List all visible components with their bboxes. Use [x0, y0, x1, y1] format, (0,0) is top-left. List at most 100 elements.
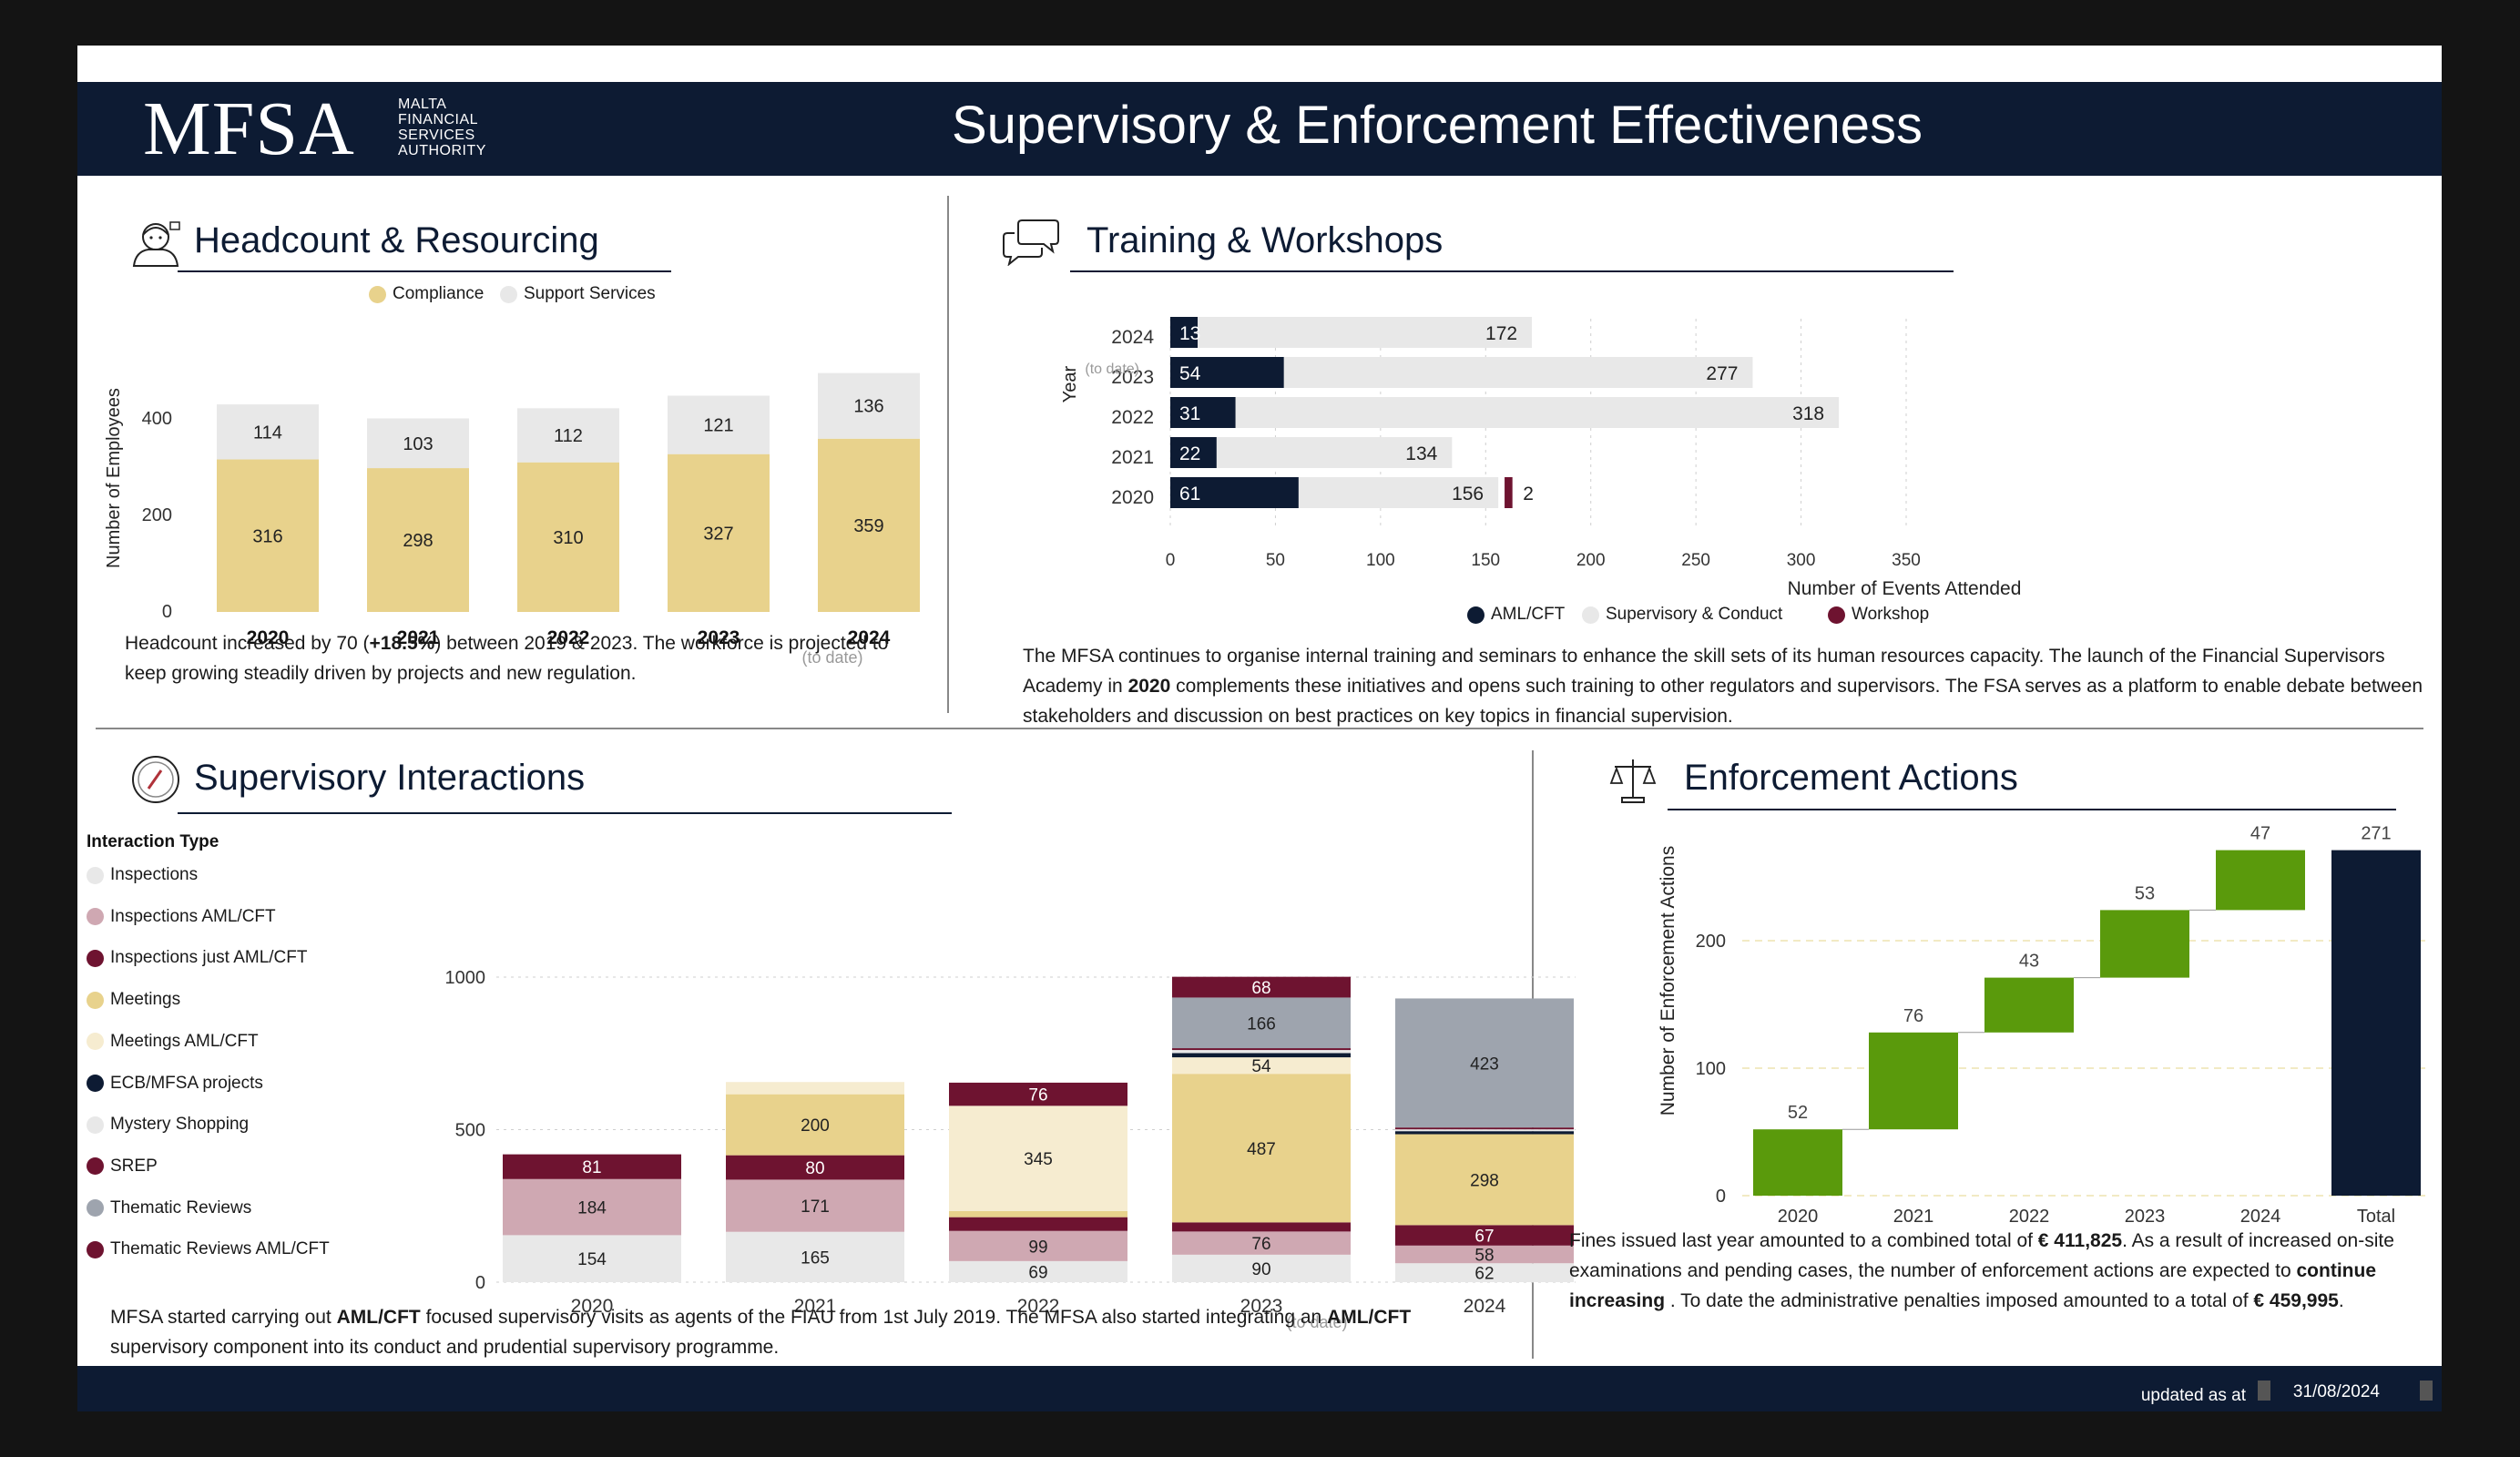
- training-bar-aml-2023: [1170, 357, 1284, 388]
- enforcement-bar-2023: [2100, 910, 2189, 978]
- training-description: The MFSA continues to organise internal …: [1023, 646, 2423, 727]
- headcount-ytick-0: 0: [162, 602, 172, 622]
- training-label-aml-2020: 61: [1179, 484, 1200, 504]
- training-xtick-100: 100: [1366, 551, 1395, 570]
- interactions-bar-2022-3: [949, 1210, 1127, 1218]
- legend-compliance: Compliance: [369, 284, 484, 304]
- interaction-legend-swatch: [87, 866, 104, 884]
- headcount-xtick-2020: 2020: [247, 627, 290, 648]
- interactions-ytick-1000: 1000: [445, 968, 486, 988]
- interactions-xtick-2020: 2020: [571, 1296, 614, 1317]
- interactions-bar-2024-6: [1395, 1129, 1574, 1132]
- enforcement-bar-2020: [1753, 1129, 1842, 1196]
- headcount-bar-2024-1: [818, 372, 920, 439]
- interactions-bar-2020-2: [503, 1154, 681, 1179]
- interactions-bar-2023-5: [1172, 1053, 1351, 1058]
- training-title: Training & Workshops: [1087, 220, 1444, 260]
- enforcement-bar-2024: [2216, 850, 2305, 911]
- interactions-bar-2023-3: [1172, 1074, 1351, 1223]
- interaction-legend-item: Meetings AML/CFT: [87, 1032, 259, 1052]
- interaction-legend-swatch: [87, 908, 104, 926]
- enforcement-ytick-100: 100: [1696, 1059, 1726, 1079]
- training-label-aml-2023: 54: [1179, 363, 1201, 384]
- interaction-legend-swatch: [87, 1116, 104, 1134]
- interaction-legend-item: Inspections: [87, 865, 198, 885]
- interactions-bar-2024-3: [1395, 1134, 1574, 1226]
- interactions-bar-2024-1: [1395, 1245, 1574, 1264]
- interactions-bar-2024-5: [1395, 1131, 1574, 1135]
- interactions-bar-2023-9: [1172, 976, 1351, 998]
- training-bar-sup-2021: [1170, 437, 1453, 468]
- headcount-label-2024-1: 136: [853, 397, 883, 417]
- enforcement-ytick-0: 0: [1716, 1187, 1726, 1207]
- interactions-bar-2024-2: [1395, 1225, 1574, 1246]
- headcount-xtick-2021: 2021: [397, 627, 440, 648]
- legend-support-services: Support Services: [500, 284, 656, 304]
- training-label-sup-2022: 318: [1792, 403, 1824, 424]
- interactions-bar-2021-3: [726, 1094, 904, 1156]
- enforcement-label-2024: 47: [2250, 824, 2270, 844]
- interactions-label-2022-7: 76: [1028, 1086, 1047, 1105]
- legend-workshop: Workshop: [1828, 605, 1929, 625]
- training-label-aml-2022: 31: [1179, 403, 1200, 424]
- training-xtick-350: 350: [1892, 551, 1921, 570]
- interactions-ytick-500: 500: [455, 1121, 485, 1141]
- interactions-label-2022-4: 345: [1024, 1150, 1053, 1169]
- interactions-bar-2022-4: [949, 1105, 1127, 1211]
- training-label-aml-2021: 22: [1179, 443, 1200, 464]
- interactions-label-2021-0: 165: [801, 1248, 830, 1268]
- footer-marker: [2258, 1381, 2270, 1401]
- headcount-chart: Number of Employees 0 200 400 316 114 2020…: [104, 372, 920, 667]
- interaction-legend-swatch: [87, 1240, 104, 1258]
- headcount-bar-2021-0: [367, 468, 469, 612]
- headcount-label-2023-1: 121: [703, 416, 733, 436]
- interactions-bar-2021-0: [726, 1231, 904, 1282]
- footer-bar: updated as at 31/08/2024: [77, 1366, 2442, 1411]
- training-bar-sup-2024: [1170, 317, 1533, 348]
- headcount-label-2022-0: 310: [553, 528, 583, 548]
- interactions-bar-2021-4: [726, 1082, 904, 1095]
- interactions-bar-2020-1: [503, 1178, 681, 1236]
- footer-scroll-handle[interactable]: [2420, 1381, 2433, 1401]
- interactions-bar-2024-0: [1395, 1263, 1574, 1282]
- training-to-date-note: (to date): [1085, 362, 1139, 377]
- training-xtick-0: 0: [1166, 551, 1176, 570]
- interactions-bar-2023-6: [1172, 1050, 1351, 1054]
- interactions-chart: 0 500 1000 154 184 81 2020 165 171 80 200 2021 69 99…: [445, 968, 1576, 1331]
- enforcement-label-2020: 52: [1788, 1103, 1808, 1123]
- training-xtick-300: 300: [1787, 551, 1816, 570]
- interactions-ytick-0: 0: [475, 1273, 485, 1293]
- interaction-legend-item: Thematic Reviews AML/CFT: [87, 1239, 330, 1259]
- headcount-bar-2020-1: [217, 404, 319, 460]
- interactions-label-2023-3: 487: [1247, 1140, 1276, 1159]
- enforcement-description: Fines issued last year amounted to a com…: [1569, 1230, 2394, 1311]
- enforcement-label-2023: 53: [2135, 883, 2155, 903]
- interactions-xtick-2023: 2023: [1240, 1296, 1283, 1317]
- interaction-legend-swatch: [87, 949, 104, 967]
- interaction-legend-swatch: [87, 1199, 104, 1218]
- training-bar-aml-2020: [1170, 477, 1299, 508]
- headcount-description: Headcount increased by 70 (+18.5%) betwe…: [125, 633, 889, 684]
- interactions-title: Supervisory Interactions: [194, 758, 586, 798]
- horizontal-divider: [96, 728, 2423, 729]
- interaction-legend-item: SREP: [87, 1156, 158, 1177]
- training-bar-aml-2021: [1170, 437, 1217, 468]
- interactions-bar-2022-1: [949, 1230, 1127, 1261]
- training-chart: Year 0 50 100 150 200 250 300 350 2024 13 172 2023…: [1060, 317, 2021, 599]
- interactions-to-date-note: (to date): [1286, 1313, 1347, 1331]
- interaction-legend-item: Thematic Reviews: [87, 1198, 251, 1218]
- interactions-label-2021-1: 171: [801, 1197, 830, 1217]
- enforcement-xtick-2024: 2024: [2240, 1207, 2281, 1227]
- training-bar-aml-2024: [1170, 317, 1199, 348]
- page-title: Supervisory & Enforcement Effectiveness: [952, 96, 1923, 155]
- interactions-xtick-2024: 2024: [1464, 1296, 1506, 1317]
- interactions-label-2024-3: 298: [1470, 1171, 1499, 1190]
- interactions-label-2023-4: 54: [1251, 1057, 1271, 1076]
- interactions-label-2020-2: 81: [582, 1158, 601, 1177]
- interactions-label-2024-2: 67: [1474, 1228, 1494, 1247]
- interaction-legend-item: Inspections just AML/CFT: [87, 948, 307, 968]
- headcount-title: Headcount & Resourcing: [194, 220, 599, 260]
- headcount-title-underline: [178, 270, 671, 272]
- interactions-label-2021-3: 200: [801, 1116, 830, 1136]
- headcount-to-date-note: (to date): [801, 648, 862, 667]
